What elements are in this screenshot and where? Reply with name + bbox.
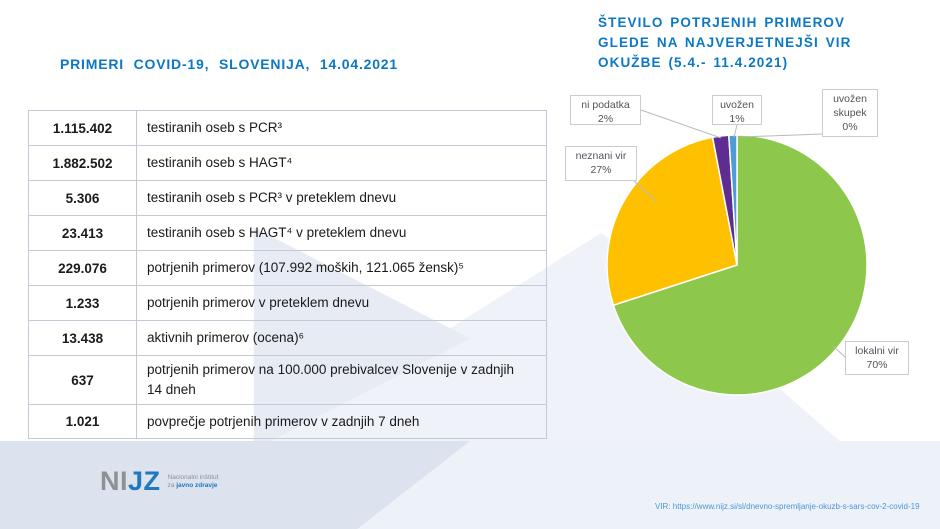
table-row: 229.076 potrjenih primerov (107.992 moški… <box>28 250 547 286</box>
stat-label: testiranih oseb s HAGT⁴ v preteklem dnev… <box>136 215 547 251</box>
left-panel-title: PRIMERI COVID-19, SLOVENIJA, 14.04.2021 <box>60 56 398 72</box>
footer-band: NIJZ Nacionalni inštitut za javno zdravj… <box>0 441 940 529</box>
pie-slice-lokalni-vir <box>612 134 868 396</box>
nijz-logo-subtitle: Nacionalni inštitut za javno zdravje <box>168 474 219 490</box>
pie-slice-uvožen <box>728 134 738 266</box>
pie-label-neznani-vir-text: neznani vir <box>575 150 627 162</box>
nijz-logo-ni: NI <box>100 466 128 496</box>
stat-label: potrjenih primerov v preteklem dnevu <box>136 285 547 321</box>
leader-line-uvozen <box>733 124 738 138</box>
stat-label: testiranih oseb s HAGT⁴ <box>136 145 547 181</box>
stat-value: 5.306 <box>28 180 137 216</box>
chart-title: ŠTEVILO POTRJENIH PRIMEROV GLEDE NA NAJV… <box>598 13 852 73</box>
source-url-link[interactable]: VIR: https://www.nijz.si/sl/dnevno-sprem… <box>655 502 920 511</box>
leader-line-uvozen-skupek <box>739 133 823 138</box>
covid-stats-table: 1.115.402 testiranih oseb s PCR³ 1.882.502… <box>28 110 547 439</box>
chart-title-line2: GLEDE NA NAJVERJETNEJŠI VIR <box>598 35 852 50</box>
nijz-logo: NIJZ Nacionalni inštitut za javno zdravj… <box>100 468 218 495</box>
table-row: 13.438 aktivnih primerov (ocena)⁶ <box>28 320 547 356</box>
table-row: 23.413 testiranih oseb s HAGT⁴ v pretekle… <box>28 215 547 251</box>
pie-label-uvozen-skupek: uvožen skupek 0% <box>822 89 878 137</box>
stat-value: 1.233 <box>28 285 137 321</box>
stat-value: 13.438 <box>28 320 137 356</box>
footer-diagonal-highlight <box>357 441 940 529</box>
stat-label: testiranih oseb s PCR³ <box>136 110 547 146</box>
stat-value: 1.021 <box>28 404 137 439</box>
nijz-logo-subtitle-line2-blue: javno zdravje <box>176 482 218 489</box>
covid-stats-table-body: 1.115.402 testiranih oseb s PCR³ 1.882.502… <box>28 110 547 439</box>
stat-value: 1.882.502 <box>28 145 137 181</box>
stat-value: 23.413 <box>28 215 137 251</box>
table-row: 1.021 povprečje potrjenih primerov v zadn… <box>28 404 547 439</box>
pie-slice-neznani-vir <box>606 136 738 307</box>
pie-label-lokalni-vir-text: lokalni vir <box>855 345 899 357</box>
pie-label-neznani-vir: neznani vir 27% <box>565 146 637 181</box>
stat-label: povprečje potrjenih primerov v zadnjih 7… <box>136 404 547 439</box>
pie-label-ni-podatka-pct: 2% <box>597 113 614 125</box>
table-row: 637 potrjenih primerov na 100.000 prebiva… <box>28 355 547 405</box>
pie-label-uvozen-pct: 1% <box>729 113 745 125</box>
nijz-logo-subtitle-line2-gray: za <box>167 482 177 489</box>
pie-label-lokalni-vir: lokalni vir 70% <box>845 341 909 375</box>
table-row: 1.882.502 testiranih oseb s HAGT⁴ <box>28 145 547 181</box>
pie-label-uvozen-text: uvožen <box>720 99 754 111</box>
pie-label-ni-podatka: ni podatka 2% <box>570 95 641 125</box>
stat-value: 637 <box>28 355 137 405</box>
pie-label-uvozen-skupek-text: uvožen skupek <box>833 93 867 119</box>
stat-label: potrjenih primerov (107.992 moških, 121.… <box>136 250 547 286</box>
table-row: 1.115.402 testiranih oseb s PCR³ <box>28 110 547 146</box>
chart-title-line1: ŠTEVILO POTRJENIH PRIMEROV <box>598 15 846 30</box>
table-row: 5.306 testiranih oseb s PCR³ v preteklem … <box>28 180 547 216</box>
stat-value: 1.115.402 <box>28 110 137 146</box>
pie-svg <box>606 109 868 396</box>
stat-label: aktivnih primerov (ocena)⁶ <box>136 320 547 356</box>
leader-line-ni-podatka <box>640 109 722 139</box>
stat-value: 229.076 <box>28 250 137 286</box>
nijz-logo-subtitle-line1: Nacionalni inštitut <box>167 474 219 481</box>
nijz-logo-jz: JZ <box>128 466 161 496</box>
pie-label-ni-podatka-text: ni podatka <box>581 99 630 111</box>
stat-label: testiranih oseb s PCR³ v preteklem dnevu <box>136 180 547 216</box>
nijz-logo-word: NIJZ <box>100 468 161 495</box>
pie-label-lokalni-vir-pct: 70% <box>866 359 888 371</box>
pie-label-uvozen: uvožen 1% <box>712 95 762 125</box>
leader-line-neznani-vir <box>633 180 657 202</box>
table-row: 1.233 potrjenih primerov v preteklem dnev… <box>28 285 547 321</box>
pie-chart-panel: ni podatka 2% uvožen 1% uvožen skupek 0%… <box>558 84 940 416</box>
stat-label: potrjenih primerov na 100.000 prebivalce… <box>136 355 547 405</box>
leader-line-lokalni-vir <box>832 345 846 358</box>
chart-title-line3: OKUŽBE (5.4.- 11.4.2021) <box>598 55 789 70</box>
pie-label-neznani-vir-pct: 27% <box>590 164 612 176</box>
pie-label-uvozen-skupek-pct: 0% <box>842 121 858 133</box>
